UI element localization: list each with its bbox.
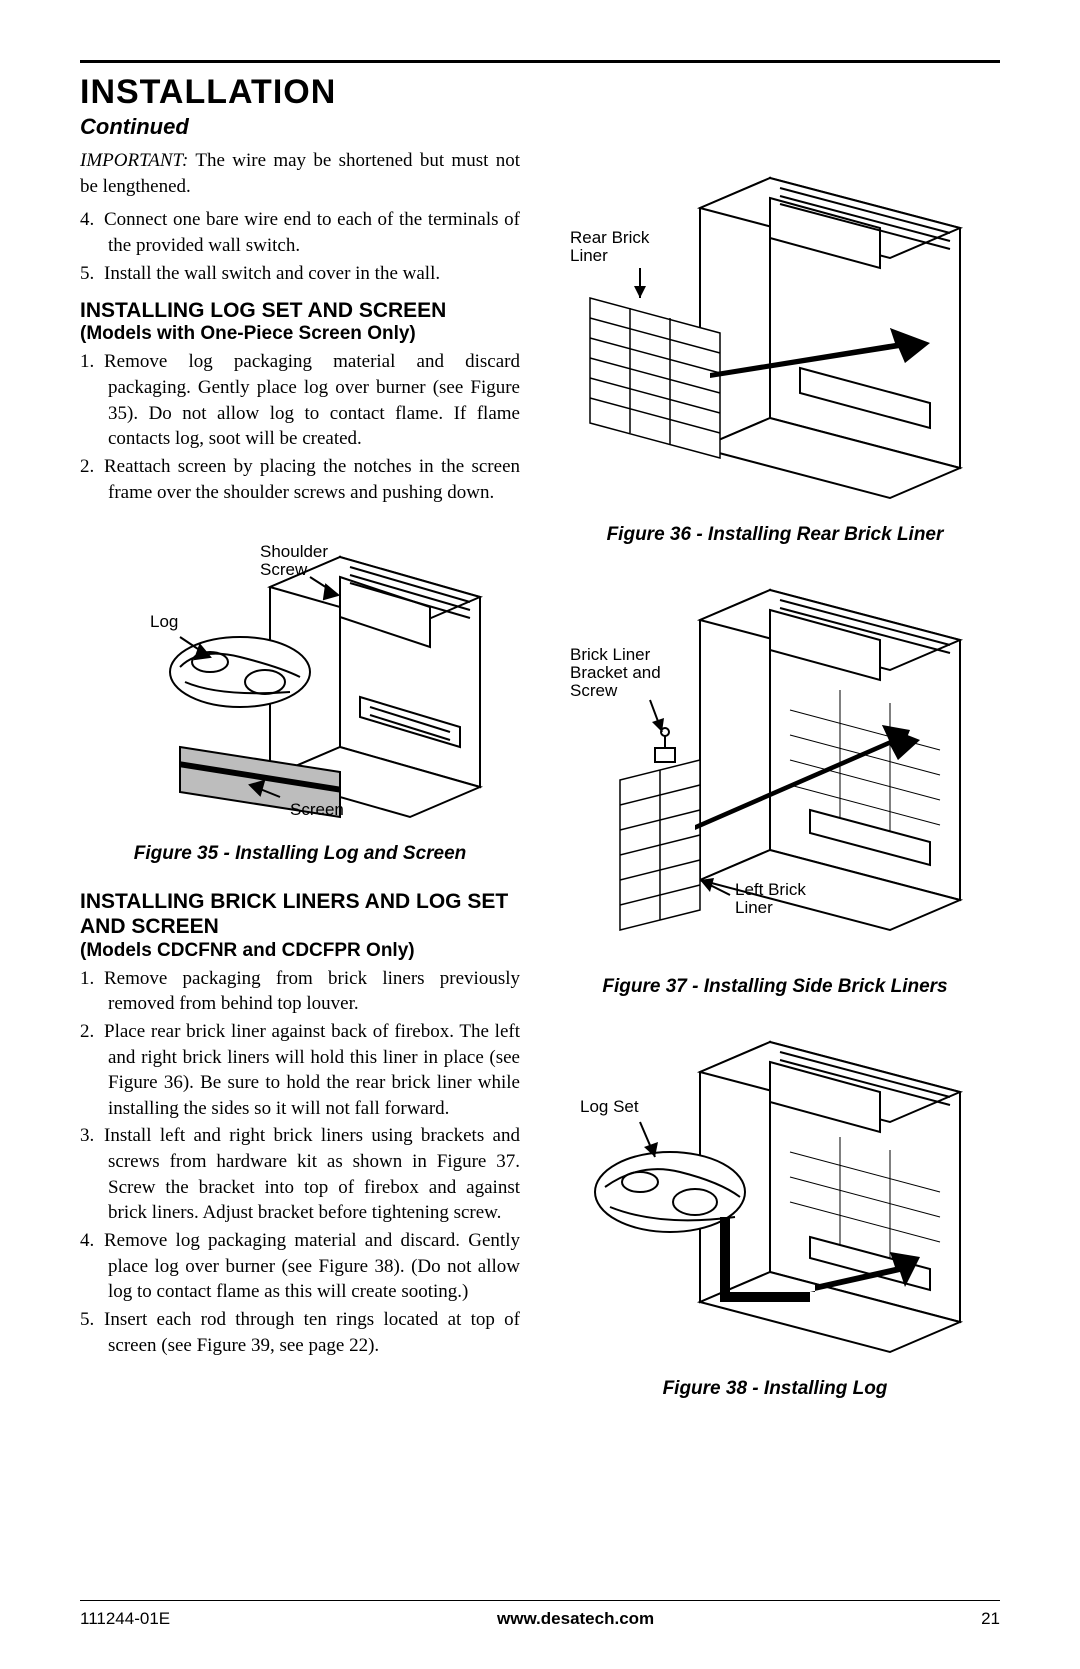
b-step-4: 4.Remove log packaging material and disc… xyxy=(80,1228,520,1305)
fig35-shoulder-label-2: Screw xyxy=(260,560,308,579)
top-rule xyxy=(80,60,1000,63)
section-b-title: INSTALLING BRICK LINERS AND LOG SET AND … xyxy=(80,889,520,939)
page-subtitle: Continued xyxy=(80,114,1000,140)
figure-36: Rear Brick Liner Figure 36 - Installing … xyxy=(550,148,1000,560)
section-b-steps: 1.Remove packaging from brick liners pre… xyxy=(80,966,520,1359)
fig37-left-label-2: Liner xyxy=(735,898,773,917)
left-column: IMPORTANT: The wire may be shortened but… xyxy=(80,148,520,1414)
step-5: 5.Install the wall switch and cover in t… xyxy=(80,261,520,287)
fig35-screen-label: Screen xyxy=(290,800,344,819)
b-step-3: 3.Install left and right brick liners us… xyxy=(80,1123,520,1226)
footer-url: www.desatech.com xyxy=(497,1609,654,1629)
section-a-sub: (Models with One-Piece Screen Only) xyxy=(80,323,520,345)
continued-steps: 4.Connect one bare wire end to each of t… xyxy=(80,207,520,286)
important-label: IMPORTANT: xyxy=(80,150,188,171)
figure-36-svg: Rear Brick Liner xyxy=(560,148,990,518)
figure-38-caption: Figure 38 - Installing Log xyxy=(663,1378,888,1400)
fig37-bracket-label-2: Bracket and xyxy=(570,663,661,682)
page-footer: 111244-01E www.desatech.com 21 xyxy=(80,1600,1000,1629)
section-b-sub: (Models CDCFNR and CDCFPR Only) xyxy=(80,940,520,962)
figure-38-svg: Log Set xyxy=(560,1012,990,1372)
section-a-steps: 1.Remove log packaging material and disc… xyxy=(80,349,520,505)
fig37-left-label-1: Left Brick xyxy=(735,880,806,899)
page-title: INSTALLATION xyxy=(80,73,1000,112)
important-note: IMPORTANT: The wire may be shortened but… xyxy=(80,148,520,199)
a-step-2: 2.Reattach screen by placing the notches… xyxy=(80,454,520,505)
figure-35-svg: Log Shoulder Screw Screen xyxy=(90,517,510,837)
fig37-bracket-label-3: Screw xyxy=(570,681,618,700)
right-column: Rear Brick Liner Figure 36 - Installing … xyxy=(550,148,1000,1414)
figure-37-svg: Brick Liner Bracket and Screw Left Brick… xyxy=(560,560,990,970)
figure-37-caption: Figure 37 - Installing Side Brick Liners xyxy=(602,976,947,998)
figure-38: Log Set Figure 38 - Installing Log xyxy=(550,1012,1000,1414)
fig35-shoulder-label-1: Shoulder xyxy=(260,542,328,561)
figure-37: Brick Liner Bracket and Screw Left Brick… xyxy=(550,560,1000,1012)
footer-pagenum: 21 xyxy=(981,1609,1000,1629)
fig35-log-label: Log xyxy=(150,612,178,631)
b-step-1: 1.Remove packaging from brick liners pre… xyxy=(80,966,520,1017)
step-4: 4.Connect one bare wire end to each of t… xyxy=(80,207,520,258)
b-step-2: 2.Place rear brick liner against back of… xyxy=(80,1019,520,1122)
b-step-5: 5.Insert each rod through ten rings loca… xyxy=(80,1307,520,1358)
section-a-title: INSTALLING LOG SET AND SCREEN xyxy=(80,298,520,323)
footer-docnum: 111244-01E xyxy=(80,1609,170,1629)
figure-35-caption: Figure 35 - Installing Log and Screen xyxy=(134,843,467,865)
fig37-bracket-label-1: Brick Liner xyxy=(570,645,651,664)
fig38-logset-label: Log Set xyxy=(580,1097,639,1116)
figure-36-caption: Figure 36 - Installing Rear Brick Liner xyxy=(607,524,944,546)
a-step-1: 1.Remove log packaging material and disc… xyxy=(80,349,520,452)
fig36-rear-label-2: Liner xyxy=(570,246,608,265)
fig36-rear-label-1: Rear Brick xyxy=(570,228,650,247)
figure-35: Log Shoulder Screw Screen Figure 35 - In… xyxy=(80,517,520,879)
two-column-layout: IMPORTANT: The wire may be shortened but… xyxy=(80,148,1000,1414)
